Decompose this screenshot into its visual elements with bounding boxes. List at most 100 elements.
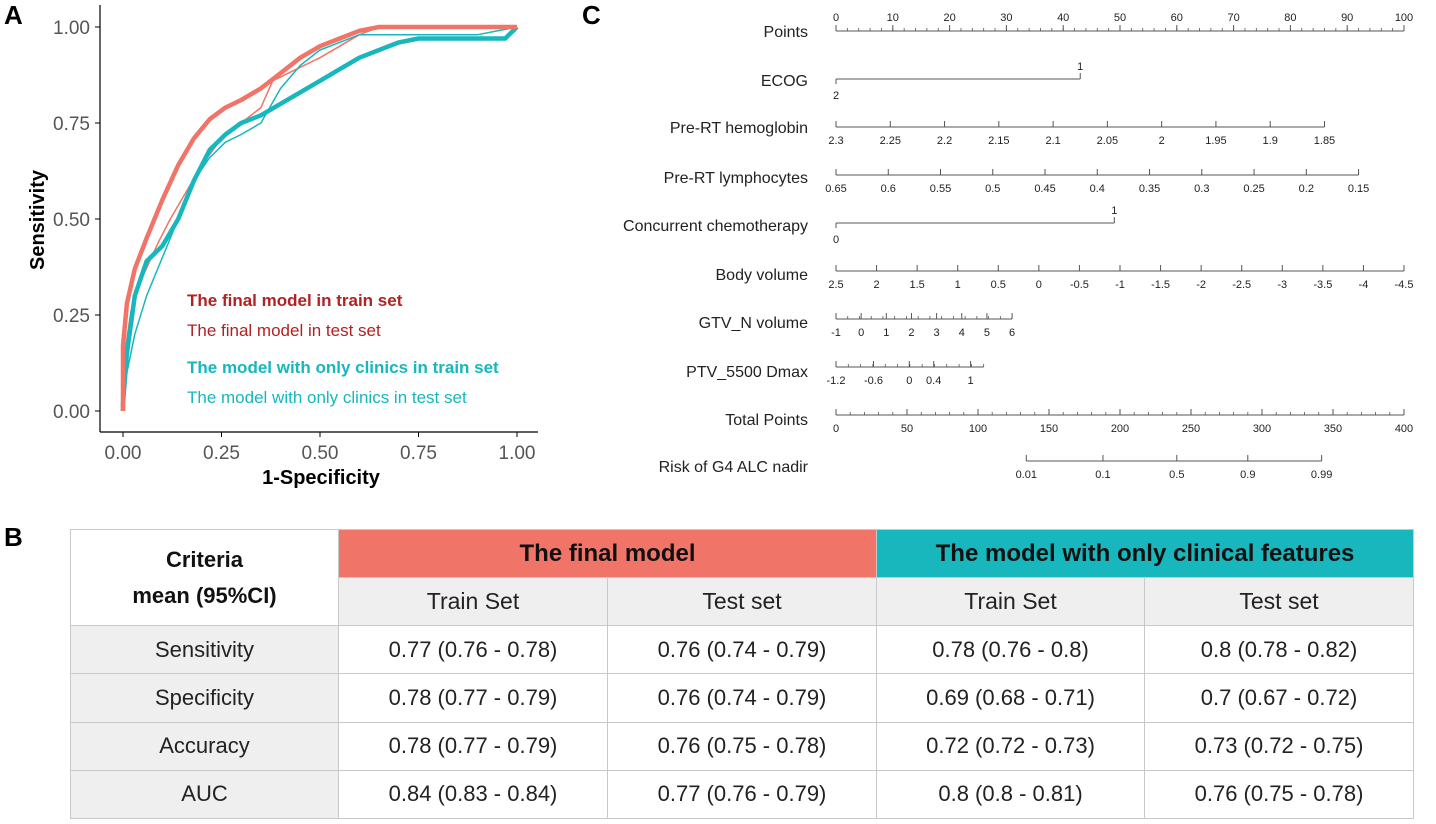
nomogram-tick-label: 0.1 xyxy=(1095,469,1110,481)
nomogram-variable-label: Body volume xyxy=(716,267,809,284)
nomogram-tick-label: 0 xyxy=(833,12,839,24)
panel-label-b: B xyxy=(4,522,23,552)
nomogram-tick-label: 60 xyxy=(1171,12,1183,24)
nomogram-tick-label: 400 xyxy=(1395,423,1413,435)
x-tick-label: 0.50 xyxy=(302,443,339,464)
table-cell: 0.8 (0.8 - 0.81) xyxy=(876,769,1146,820)
y-axis-title: Sensitivity xyxy=(27,169,49,270)
nomogram-tick-label: -4.5 xyxy=(1395,279,1414,291)
nomogram-tick-label: 50 xyxy=(1114,12,1126,24)
nomogram-tick-label: -0.6 xyxy=(864,375,883,387)
nomogram-tick-label: 1 xyxy=(968,375,974,387)
row-label: AUC xyxy=(70,769,339,820)
table-cell: 0.77 (0.76 - 0.79) xyxy=(606,769,878,820)
nomogram-tick-label: 30 xyxy=(1000,12,1012,24)
table-cell: 0.72 (0.72 - 0.73) xyxy=(876,721,1146,771)
table-row: Specificity 0.78 (0.77 - 0.79) 0.76 (0.7… xyxy=(70,673,1415,723)
nomogram-tick-label: 0 xyxy=(1036,279,1042,291)
nomogram-variable-label: Points xyxy=(764,24,808,41)
nomogram-tick-label: 200 xyxy=(1111,423,1129,435)
nomogram-variable-label: ECOG xyxy=(761,73,808,90)
nomogram-tick-label: 0.5 xyxy=(1169,469,1184,481)
nomogram-tick-label: 0.55 xyxy=(930,183,951,195)
nomogram-tick-label: 0.01 xyxy=(1016,469,1037,481)
subheader-final-test: Test set xyxy=(606,577,878,627)
roc-chart: 0.00 0.25 0.50 0.75 1.00 0.00 0.25 0.50 0.75 1.00… xyxy=(27,5,538,489)
nomogram-tick-label: -3 xyxy=(1277,279,1287,291)
nomogram-variable-label: Pre-RT hemoglobin xyxy=(670,120,808,137)
nomogram-tick-label: 4 xyxy=(959,327,965,339)
nomogram-tick-label: 0.3 xyxy=(1194,183,1209,195)
table-cell: 0.76 (0.74 - 0.79) xyxy=(606,625,878,675)
nomogram-tick-label: 70 xyxy=(1227,12,1239,24)
y-tick-label: 0.25 xyxy=(53,306,90,327)
nomogram-variable-label: Concurrent chemotherapy xyxy=(623,218,808,235)
nomogram-tick-label: 0.4 xyxy=(1090,183,1105,195)
table-cell: 0.78 (0.77 - 0.79) xyxy=(338,721,608,771)
nomogram-variable-label: Pre-RT lymphocytes xyxy=(664,170,808,187)
nomogram-tick-label: 40 xyxy=(1057,12,1069,24)
nomogram-tick-label: 2.15 xyxy=(988,135,1009,147)
row-label: Accuracy xyxy=(70,721,339,771)
subheader-final-train: Train Set xyxy=(338,577,608,627)
metrics-table: Criteria mean (95%CI) The final model Th… xyxy=(70,528,1415,820)
nomogram-tick-label: -3.5 xyxy=(1313,279,1332,291)
y-tick-label: 0.00 xyxy=(53,402,90,423)
y-tick-label: 1.00 xyxy=(53,18,90,39)
criteria-header: Criteria mean (95%CI) xyxy=(70,528,339,627)
nomogram-tick-label: 0.2 xyxy=(1299,183,1314,195)
nomogram-tick-label: 1 xyxy=(1111,205,1117,217)
roc-series-line xyxy=(120,24,517,411)
table-cell: 0.8 (0.78 - 0.82) xyxy=(1144,625,1415,675)
nomogram-tick-label: 0.5 xyxy=(991,279,1006,291)
nomogram-tick-label: -0.5 xyxy=(1070,279,1089,291)
table-cell: 0.84 (0.83 - 0.84) xyxy=(338,769,608,820)
x-tick-label: 1.00 xyxy=(499,443,536,464)
nomogram-tick-label: 80 xyxy=(1284,12,1296,24)
x-axis-title: 1-Specificity xyxy=(262,467,381,489)
nomogram-tick-label: 0 xyxy=(833,423,839,435)
nomogram-tick-label: 2.05 xyxy=(1097,135,1118,147)
nomogram-tick-label: -2 xyxy=(1196,279,1206,291)
subheader-clinical-test: Test set xyxy=(1144,577,1415,627)
nomogram-tick-label: 1 xyxy=(1077,61,1083,73)
nomogram-tick-label: 1.5 xyxy=(909,279,924,291)
clinical-model-header: The model with only clinical features xyxy=(876,528,1415,579)
nomogram-variable-label: Total Points xyxy=(725,412,808,429)
nomogram-tick-label: 10 xyxy=(887,12,899,24)
nomogram-tick-label: 2.3 xyxy=(828,135,843,147)
x-tick-label: 0.25 xyxy=(203,443,240,464)
nomogram-tick-label: 2 xyxy=(833,90,839,102)
nomogram-tick-label: 5 xyxy=(984,327,990,339)
nomogram-tick-label: 0 xyxy=(906,375,912,387)
nomogram-tick-label: 1.9 xyxy=(1263,135,1278,147)
table-cell: 0.76 (0.74 - 0.79) xyxy=(606,673,878,723)
nomogram-tick-label: -1.5 xyxy=(1151,279,1170,291)
nomogram-tick-label: 2.1 xyxy=(1045,135,1060,147)
y-tick-label: 0.50 xyxy=(53,210,90,231)
nomogram-tick-label: 0.9 xyxy=(1240,469,1255,481)
nomogram-variable-label: GTV_N volume xyxy=(699,315,808,332)
table-cell: 0.7 (0.67 - 0.72) xyxy=(1144,673,1415,723)
nomogram-tick-label: 2.25 xyxy=(880,135,901,147)
table-row: AUC 0.84 (0.83 - 0.84) 0.77 (0.76 - 0.79… xyxy=(70,769,1415,820)
table-cell: 0.76 (0.75 - 0.78) xyxy=(606,721,878,771)
row-label: Specificity xyxy=(70,673,339,723)
table-cell: 0.73 (0.72 - 0.75) xyxy=(1144,721,1415,771)
table-cell: 0.77 (0.76 - 0.78) xyxy=(338,625,608,675)
nomogram-tick-label: 300 xyxy=(1253,423,1271,435)
nomogram-tick-label: 0.4 xyxy=(926,375,941,387)
table-cell: 0.78 (0.76 - 0.8) xyxy=(876,625,1146,675)
nomogram-tick-label: 2.2 xyxy=(937,135,952,147)
roc-series-line xyxy=(120,25,519,411)
table-cell: 0.76 (0.75 - 0.78) xyxy=(1144,769,1415,820)
legend-entry: The model with only clinics in test set xyxy=(187,388,467,407)
nomogram-tick-label: 0 xyxy=(833,234,839,246)
panel-label-a: A xyxy=(4,0,23,30)
nomogram-tick-label: 3 xyxy=(934,327,940,339)
nomogram-tick-label: 0.5 xyxy=(985,183,1000,195)
legend-entry: The final model in train set xyxy=(187,291,403,310)
nomogram-tick-label: 350 xyxy=(1324,423,1342,435)
table-cell: 0.78 (0.77 - 0.79) xyxy=(338,673,608,723)
